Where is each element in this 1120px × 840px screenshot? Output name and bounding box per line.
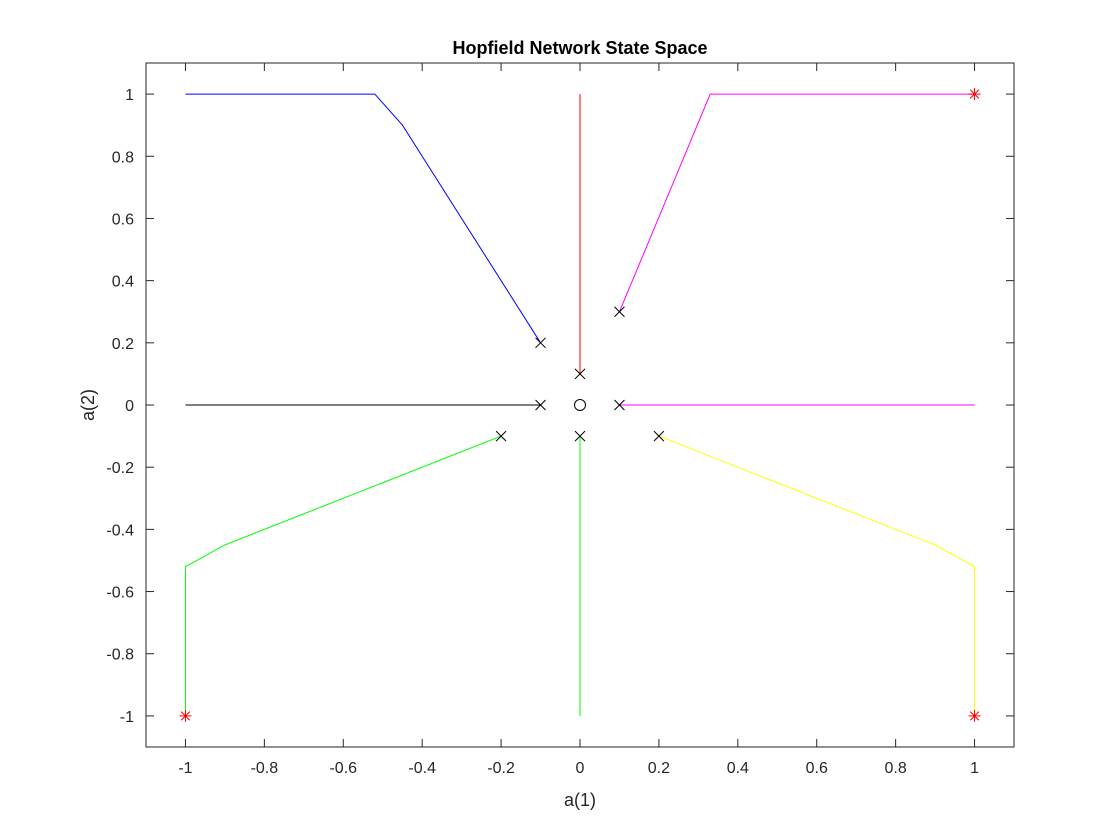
trajectory-line-6 xyxy=(184,435,502,716)
start-point-marker xyxy=(574,368,586,380)
series-layer xyxy=(184,93,976,716)
y-tick-label: -0.6 xyxy=(106,585,134,602)
y-tick-label: 1 xyxy=(125,87,134,104)
trajectory-line-8 xyxy=(658,435,976,716)
start-point-marker xyxy=(535,337,546,349)
start-point-marker xyxy=(614,306,625,318)
tick-layer: -1 -0.8 -0.6 -0.4 -0.2 0 0.2 0.4 0.6 0.8 1 -1 -0.8 -0… xyxy=(106,63,1014,777)
x-tick-label: -0.8 xyxy=(251,760,279,777)
y-tick-label: -0.8 xyxy=(106,647,134,664)
marker-layer xyxy=(179,88,981,722)
x-tick-label: 0.2 xyxy=(648,760,670,777)
start-point-marker xyxy=(614,399,625,411)
y-tick-label: -0.2 xyxy=(106,460,134,477)
chart-title: Hopfield Network State Space xyxy=(452,38,707,58)
x-tick-label: -0.6 xyxy=(329,760,357,777)
x-tick-label: -0.4 xyxy=(408,760,436,777)
y-tick-label: 0.2 xyxy=(112,336,134,353)
x-tick-label: -0.2 xyxy=(487,760,515,777)
y-axis-label: a(2) xyxy=(78,389,98,421)
trajectory-line-3 xyxy=(618,93,975,312)
y-tick-label: 0 xyxy=(125,398,134,415)
y-tick-label: -0.4 xyxy=(106,522,134,539)
equilibrium-marker xyxy=(968,709,981,722)
trajectory-line-1 xyxy=(185,93,541,344)
x-tick-label: 0.6 xyxy=(806,760,828,777)
start-point-marker xyxy=(535,399,546,411)
x-tick-label: 0 xyxy=(576,760,585,777)
x-tick-label: 0.8 xyxy=(885,760,907,777)
y-tick-label: -1 xyxy=(120,709,134,726)
y-tick-label: 0.8 xyxy=(112,149,134,166)
equilibrium-marker xyxy=(179,709,192,722)
x-axis-label: a(1) xyxy=(564,790,596,810)
start-point-marker xyxy=(495,430,507,442)
x-tick-label: -1 xyxy=(178,760,192,777)
origin-marker xyxy=(574,399,586,411)
start-point-marker xyxy=(653,430,665,442)
y-tick-label: 0.6 xyxy=(112,211,134,228)
equilibrium-marker xyxy=(968,88,981,101)
x-tick-label: 0.4 xyxy=(727,760,749,777)
start-point-marker xyxy=(574,430,586,442)
y-tick-label: 0.4 xyxy=(112,274,134,291)
x-tick-label: 1 xyxy=(970,760,979,777)
